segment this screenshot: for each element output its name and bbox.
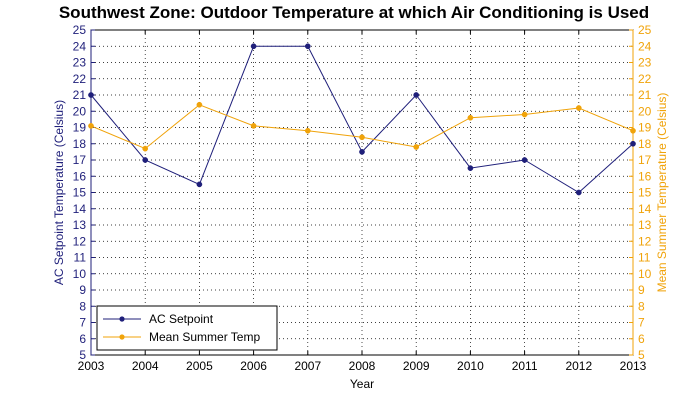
chart-title: Southwest Zone: Outdoor Temperature at w… [59, 3, 649, 22]
y-tick-label-right: 18 [638, 137, 652, 151]
data-point-mean-summer-temp [521, 111, 528, 118]
x-tick-label: 2005 [186, 359, 213, 373]
x-tick-label: 2013 [620, 359, 647, 373]
data-point-mean-summer-temp [142, 145, 149, 152]
data-point-mean-summer-temp [196, 101, 203, 108]
data-point-ac-setpoint [521, 157, 528, 163]
y-tick-label-left: 23 [73, 56, 87, 70]
tick-labels: 2003 2004 2005 2006 2007 2008 2009 2010 2011 2012… [73, 23, 652, 373]
y-tick-label-left: 6 [79, 332, 86, 346]
y-tick-label-right: 20 [638, 104, 652, 118]
y-tick-label-right: 23 [638, 56, 652, 70]
y-tick-label-left: 9 [79, 283, 86, 297]
x-tick-label: 2012 [565, 359, 592, 373]
data-point-mean-summer-temp [88, 123, 94, 129]
data-point-mean-summer-temp [630, 127, 636, 134]
y-tick-label-right: 5 [638, 348, 645, 362]
data-point-mean-summer-temp [467, 114, 474, 121]
y-tick-label-left: 10 [73, 267, 87, 281]
y-tick-label-left: 7 [79, 316, 86, 330]
x-tick-label: 2007 [294, 359, 321, 373]
y-tick-label-left: 22 [73, 72, 87, 86]
legend-box [96, 305, 278, 351]
y-tick-label-right: 14 [638, 202, 652, 216]
x-tick-label: 2003 [78, 359, 105, 373]
y-tick-label-right: 6 [638, 332, 645, 346]
x-tick-label: 2006 [240, 359, 267, 373]
y-tick-label-left: 24 [73, 39, 87, 53]
legend-marker-ac-setpoint [119, 316, 125, 322]
data-point-ac-setpoint [88, 92, 94, 98]
y-tick-label-left: 12 [73, 234, 87, 248]
series-layer [88, 43, 636, 196]
data-point-mean-summer-temp [359, 134, 365, 141]
y-tick-label-left: 25 [73, 23, 87, 37]
y-tick-label-right: 10 [638, 267, 652, 281]
y-tick-label-left: 8 [79, 299, 86, 313]
y-tick-label-right: 19 [638, 121, 652, 135]
legend-label-ac-setpoint: AC Setpoint [149, 312, 214, 326]
legend-label-mean-summer-temp: Mean Summer Temp [149, 330, 260, 344]
data-point-mean-summer-temp [304, 127, 311, 134]
legend-marker-mean-summer-temp [119, 334, 125, 340]
y-tick-label-right: 9 [638, 283, 645, 297]
y-tick-label-right: 13 [638, 218, 652, 232]
data-point-mean-summer-temp [413, 144, 420, 150]
data-point-ac-setpoint [413, 92, 420, 98]
y-tick-label-left: 14 [73, 202, 87, 216]
data-point-mean-summer-temp [250, 123, 257, 129]
y-tick-label-right: 22 [638, 72, 652, 86]
y-tick-label-right: 11 [638, 251, 651, 265]
x-tick-label: 2011 [512, 359, 538, 373]
x-axis-label: Year [350, 377, 374, 391]
y-tick-label-left: 21 [73, 88, 87, 102]
y-tick-label-left: 11 [74, 251, 87, 265]
data-point-ac-setpoint [142, 157, 149, 163]
data-point-ac-setpoint [304, 43, 311, 50]
y-tick-label-right: 8 [638, 299, 645, 313]
y-tick-label-left: 15 [73, 186, 87, 200]
y-tick-label-left: 19 [73, 121, 87, 135]
y-axis-label-left: AC Setpoint Temperature (Celsius) [52, 100, 66, 285]
y-tick-label-right: 7 [638, 316, 645, 330]
x-tick-label: 2004 [132, 359, 159, 373]
y-tick-label-left: 13 [73, 218, 87, 232]
y-tick-label-left: 16 [73, 169, 87, 183]
y-tick-label-left: 20 [73, 104, 87, 118]
y-tick-label-left: 18 [73, 137, 87, 151]
data-point-mean-summer-temp [575, 105, 582, 111]
legend: AC Setpoint Mean Summer Temp [96, 305, 278, 351]
y-tick-label-left: 5 [79, 348, 86, 362]
data-point-ac-setpoint [630, 140, 636, 147]
y-axis-label-right: Mean Summer Temperature (Celsius) [655, 93, 669, 293]
x-tick-label: 2008 [349, 359, 376, 373]
y-tick-label-right: 24 [638, 39, 652, 53]
y-tick-label-right: 25 [638, 23, 652, 37]
data-point-ac-setpoint [250, 43, 257, 50]
y-tick-label-left: 17 [73, 153, 87, 167]
x-tick-label: 2010 [457, 359, 484, 373]
y-tick-label-right: 16 [638, 169, 652, 183]
x-tick-label: 2009 [403, 359, 430, 373]
ticks [90, 29, 634, 356]
y-tick-label-right: 12 [638, 234, 652, 248]
data-point-ac-setpoint [575, 189, 582, 196]
y-tick-label-right: 15 [638, 186, 652, 200]
data-point-ac-setpoint [467, 165, 474, 171]
y-tick-label-right: 17 [638, 153, 652, 167]
y-tick-label-right: 21 [638, 88, 652, 102]
data-point-ac-setpoint [196, 181, 203, 188]
data-point-ac-setpoint [359, 149, 365, 155]
